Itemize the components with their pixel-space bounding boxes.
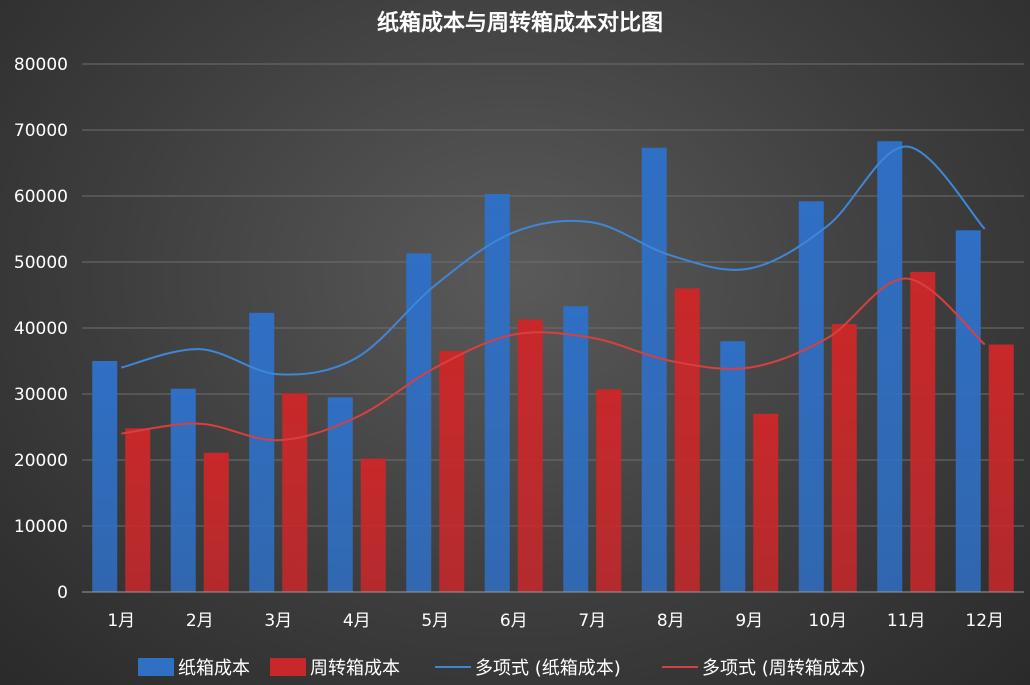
x-tick-label: 6月 [500, 611, 528, 631]
bar-carton-9 [720, 341, 746, 592]
bar-crate-12 [988, 344, 1014, 592]
y-tick-label: 0 [57, 583, 68, 603]
bar-carton-7 [563, 306, 589, 592]
x-tick-label: 3月 [264, 611, 292, 631]
trendline-carton [121, 145, 986, 376]
x-tick-label: 8月 [657, 611, 685, 631]
bar-carton-10 [798, 201, 824, 592]
legend-label: 多项式 (周转箱成本) [702, 658, 866, 679]
bar-carton-8 [641, 147, 667, 592]
bar-carton-6 [484, 194, 510, 592]
bar-crate-3 [282, 393, 308, 592]
bar-crate-5 [439, 351, 465, 592]
bar-crate-1 [125, 428, 151, 592]
bar-crate-7 [596, 389, 622, 592]
y-tick-label: 20000 [14, 451, 68, 471]
x-tick-label: 9月 [735, 611, 763, 631]
bars [92, 141, 1014, 593]
bar-crate-4 [360, 458, 386, 592]
bar-carton-12 [955, 230, 981, 592]
gridlines [82, 63, 1024, 527]
x-tick-label: 1月 [107, 611, 135, 631]
y-tick-label: 60000 [14, 187, 68, 207]
trendlines [121, 145, 986, 442]
bar-carton-2 [170, 388, 196, 592]
x-tick-label: 10月 [808, 611, 847, 631]
legend-label: 周转箱成本 [310, 658, 400, 679]
bar-crate-9 [753, 413, 779, 592]
y-tick-label: 30000 [14, 385, 68, 405]
legend-swatch [138, 658, 174, 676]
legend-swatch [270, 658, 306, 676]
bar-crate-11 [910, 271, 936, 592]
chart-title: 纸箱成本与周转箱成本对比图 [377, 10, 663, 36]
bar-crate-2 [203, 452, 229, 592]
bar-crate-8 [674, 288, 700, 592]
x-tick-label: 5月 [421, 611, 449, 631]
y-tick-label: 70000 [14, 121, 68, 141]
y-tick-label: 40000 [14, 319, 68, 339]
bar-crate-6 [517, 319, 543, 592]
legend-label: 纸箱成本 [178, 658, 250, 679]
y-tick-label: 10000 [14, 517, 68, 537]
y-axis-ticks: 0 10000 20000 30000 40000 50000 60000 70000 8000… [14, 55, 68, 603]
bar-carton-3 [249, 312, 275, 592]
x-axis-ticks: 1月 2月 3月 4月 5月 6月 7月 8月 9月 10月 11月 12月 [107, 611, 1004, 631]
bar-carton-11 [877, 141, 903, 592]
trendline-crate [121, 277, 986, 442]
legend: 纸箱成本 周转箱成本 多项式 (纸箱成本) 多项式 (周转箱成本) [138, 658, 866, 679]
x-tick-label: 7月 [578, 611, 606, 631]
bar-carton-4 [327, 397, 353, 592]
x-tick-label: 12月 [965, 611, 1004, 631]
legend-label: 多项式 (纸箱成本) [475, 658, 621, 679]
y-tick-label: 50000 [14, 253, 68, 273]
bar-carton-1 [92, 361, 118, 592]
x-tick-label: 4月 [343, 611, 371, 631]
x-tick-label: 11月 [887, 611, 926, 631]
y-tick-label: 80000 [14, 55, 68, 75]
bar-carton-5 [406, 253, 432, 593]
x-tick-label: 2月 [186, 611, 214, 631]
bar-crate-10 [831, 324, 857, 592]
